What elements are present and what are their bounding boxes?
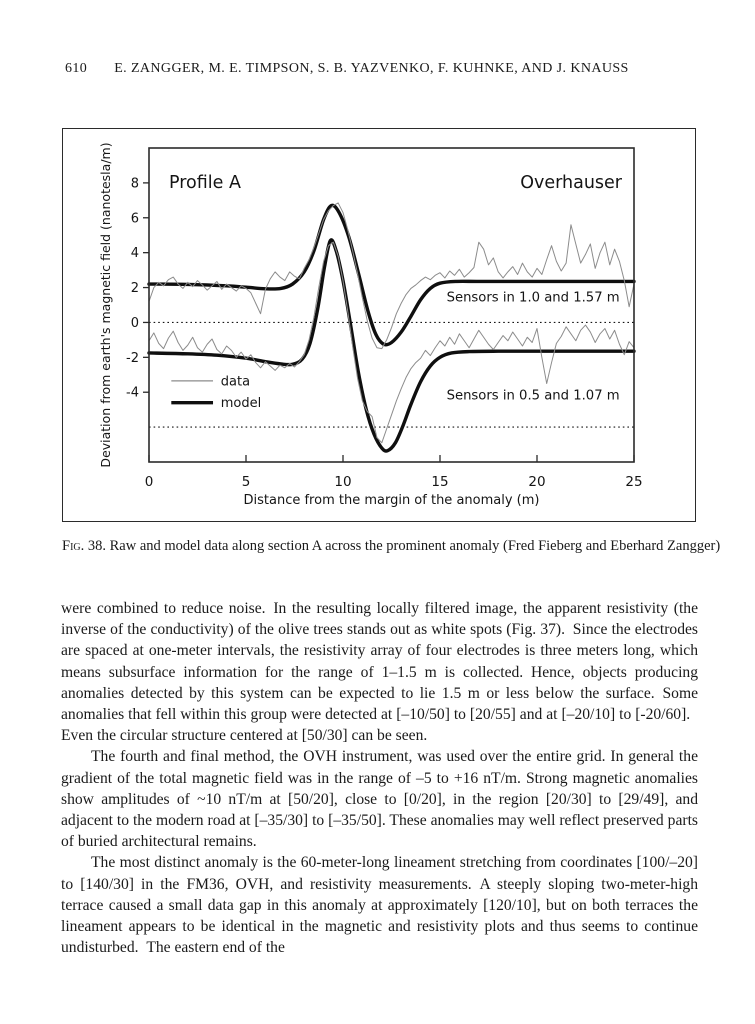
y-tick-label: -4: [126, 386, 139, 401]
x-tick-label: 0: [145, 474, 154, 490]
running-head: 610 E. ZANGGER, M. E. TIMPSON, S. B. YAZV…: [65, 61, 697, 77]
x-tick-label: 20: [528, 474, 545, 490]
sensor-annotation: Sensors in 1.0 and 1.57 m: [447, 291, 620, 306]
paragraph-3: The most distinct anomaly is the 60-mete…: [61, 854, 698, 957]
figure-caption-label: Fig. 38.: [62, 538, 106, 554]
figure-caption: Fig. 38. Raw and model data along sectio…: [62, 536, 755, 556]
chart-title-right: Overhauser: [520, 173, 623, 193]
y-tick-label: 6: [131, 211, 139, 226]
sensor-annotation: Sensors in 0.5 and 1.07 m: [447, 388, 620, 403]
page-number: 610: [65, 61, 88, 76]
running-head-authors: E. ZANGGER, M. E. TIMPSON, S. B. YAZVENK…: [114, 61, 629, 76]
paragraph-1: were combined to reduce noise. In the re…: [61, 600, 698, 745]
y-tick-label: 0: [131, 316, 139, 331]
model_lower-line: [147, 238, 636, 453]
x-axis-label: Distance from the margin of the anomaly …: [244, 493, 540, 508]
x-tick-label: 25: [625, 474, 642, 490]
x-tick-label: 5: [242, 474, 251, 490]
body-text: were combined to reduce noise. In the re…: [61, 598, 698, 958]
y-tick-label: 8: [131, 176, 139, 191]
model_upper-line: [147, 203, 636, 347]
plot-frame: [148, 147, 635, 463]
y-tick-label: 2: [131, 281, 139, 296]
figure-38: 8 6 4 2 0 -2 -4 0 5 10 15 20 25 Distance from the mar…: [62, 128, 696, 522]
y-tick-label: 4: [131, 246, 139, 261]
chart-title-left: Profile A: [169, 173, 241, 193]
legend-label-data: data: [221, 374, 250, 389]
y-axis-label: Deviation from earth's magnetic field (n…: [98, 142, 113, 467]
data_upper-line: [148, 202, 635, 350]
x-tick-label: 15: [431, 474, 448, 490]
paragraph-2: The fourth and final method, the OVH ins…: [61, 748, 698, 851]
y-tick-label: -2: [126, 351, 139, 366]
data_lower-line: [148, 241, 635, 444]
legend-label-model: model: [221, 396, 261, 411]
figure-caption-text: Raw and model data along section A acros…: [109, 538, 721, 554]
x-tick-label: 10: [334, 474, 351, 490]
